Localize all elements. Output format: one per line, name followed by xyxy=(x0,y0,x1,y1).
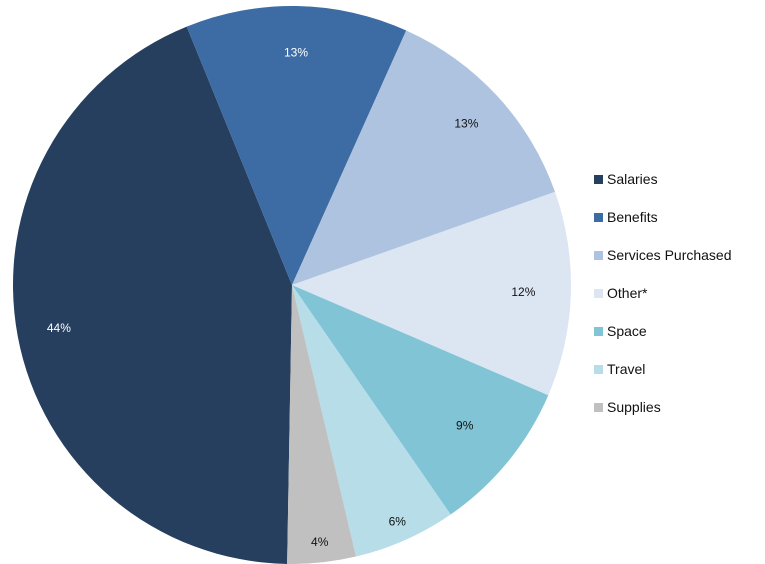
pie-slice-benefits xyxy=(186,6,407,285)
legend-label: Travel xyxy=(607,361,646,377)
slice-label: 4% xyxy=(311,535,329,549)
legend-swatch xyxy=(594,288,603,298)
legend-item: Services Purchased xyxy=(594,236,762,274)
legend-label: Benefits xyxy=(607,209,658,225)
pie-slice-supplies xyxy=(287,285,356,564)
slice-label: 9% xyxy=(456,419,474,433)
legend-item: Benefits xyxy=(594,198,762,236)
legend-item: Travel xyxy=(594,350,762,388)
legend-item: Space xyxy=(594,312,762,350)
pie-slice-other xyxy=(292,191,572,396)
legend-label: Supplies xyxy=(607,399,661,415)
pie-slice-salaries xyxy=(12,26,292,564)
legend-swatch xyxy=(594,250,603,260)
legend-swatch xyxy=(594,326,603,336)
slice-label: 6% xyxy=(389,514,407,528)
slice-label: 12% xyxy=(511,285,535,299)
chart-legend: Salaries Benefits Services Purchased Other*… xyxy=(594,160,762,426)
legend-item: Supplies xyxy=(594,388,762,426)
legend-swatch xyxy=(594,402,603,412)
pie-slice-travel xyxy=(292,285,451,557)
legend-label: Services Purchased xyxy=(607,247,732,263)
legend-swatch xyxy=(594,212,603,222)
pie-labels: 44% 13% 13% 12% 9% 6% 4% xyxy=(47,46,536,550)
legend-label: Salaries xyxy=(607,171,658,187)
pie-slices xyxy=(12,6,572,564)
legend-label: Other* xyxy=(607,285,648,301)
slice-label: 13% xyxy=(284,46,308,60)
slice-label: 13% xyxy=(454,116,478,130)
legend-item: Other* xyxy=(594,274,762,312)
pie-slice-services-purchased xyxy=(292,30,556,286)
legend-swatch xyxy=(594,364,603,374)
pie-slice-space xyxy=(292,285,549,515)
legend-item: Salaries xyxy=(594,160,762,198)
legend-swatch xyxy=(594,174,603,184)
legend-label: Space xyxy=(607,323,647,339)
slice-label: 44% xyxy=(47,321,71,335)
